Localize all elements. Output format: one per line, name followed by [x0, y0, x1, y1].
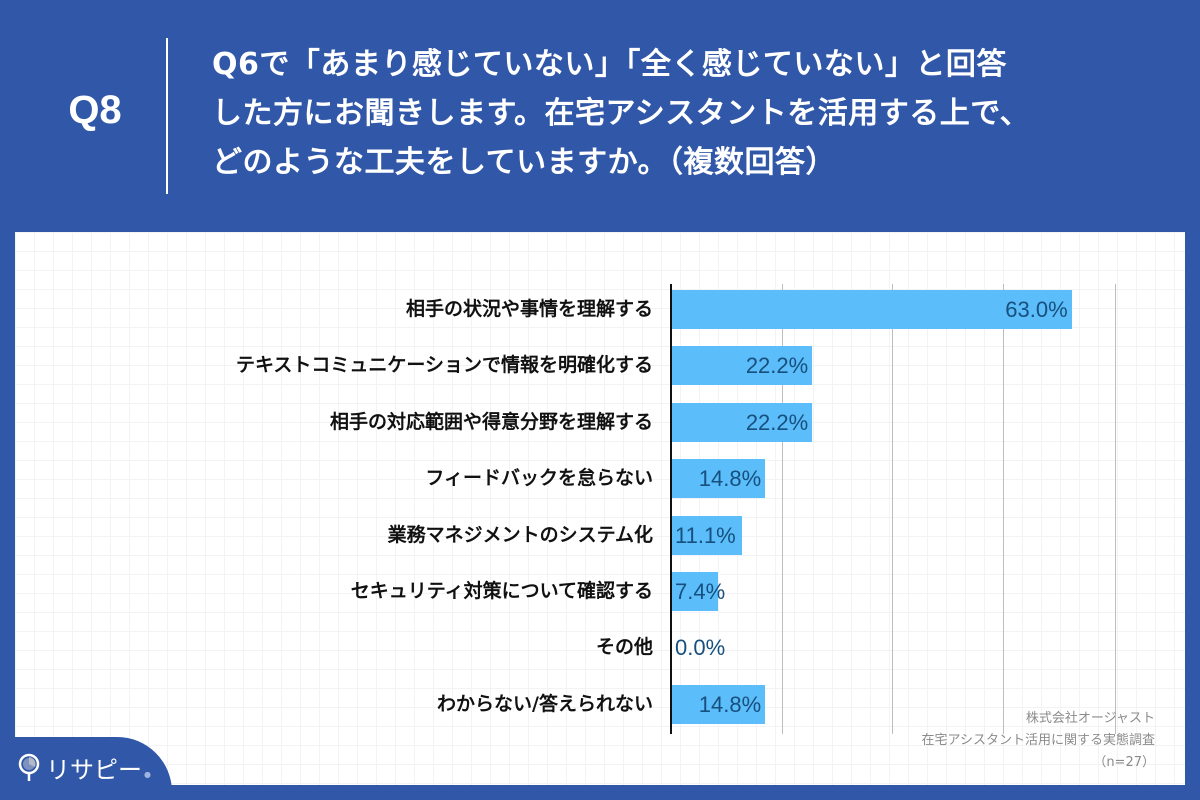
bar	[671, 459, 766, 499]
grid-line	[892, 284, 893, 734]
chart-row: テキストコミュニケーションで情報を明確化する 22.2%	[15, 346, 1185, 386]
value-label: 14.8%	[698, 466, 762, 492]
chart-row: その他 0.0%	[15, 628, 1185, 667]
location-pin-icon	[18, 753, 40, 781]
question-line: Q6で「あまり感じていない」「全く感じていない」と回答	[212, 47, 1007, 82]
chart-row: フィードバックを怠らない 14.8%	[15, 459, 1185, 499]
value-label: 22.2%	[745, 409, 809, 435]
chart-row: わからない/答えられない 14.8%	[15, 684, 1185, 724]
question-line: した方にお聞きします。在宅アシスタントを活用する上で、	[212, 96, 1031, 131]
header: Q8 Q6で「あまり感じていない」「全く感じていない」と回答 した方にお聞きしま…	[0, 0, 1200, 232]
y-axis-line	[670, 284, 672, 734]
category-label: テキストコミュニケーションで情報を明確化する	[235, 354, 653, 377]
grid-line	[1003, 284, 1004, 734]
bar	[671, 290, 1072, 329]
logo-dot: ●	[144, 770, 151, 779]
value-label: 63.0%	[1005, 297, 1068, 322]
source-note: 株式会社オージャスト 在宅アシスタント活用に関する実態調査 （n=27）	[922, 708, 1155, 774]
category-label: わからない/答えられない	[437, 692, 653, 715]
value-label: 22.2%	[745, 353, 809, 379]
chart-card: 相手の状況や事情を理解する 63.0% テキストコミュニケーションで情報を明確化する…	[15, 232, 1185, 785]
category-label: その他	[595, 636, 653, 659]
question-text: Q6で「あまり感じていない」「全く感じていない」と回答 した方にお聞きします。在…	[212, 40, 1172, 187]
grid-line	[1115, 284, 1116, 734]
source-survey: 在宅アシスタント活用に関する実態調査	[921, 733, 1155, 748]
chart-row: 相手の状況や事情を理解する 63.0%	[15, 290, 1185, 329]
bar	[671, 346, 813, 386]
header-divider	[166, 38, 168, 194]
value-label: 14.8%	[698, 691, 762, 717]
category-label: 業務マネジメントのシステム化	[387, 523, 653, 546]
category-label: フィードバックを怠らない	[425, 467, 653, 490]
value-label: 7.4%	[675, 579, 726, 604]
source-sample: （n=27）	[1093, 755, 1155, 770]
category-label: 相手の状況や事情を理解する	[405, 298, 653, 320]
category-label: セキュリティ対策について確認する	[350, 580, 653, 602]
brand-logo: リサピー ●	[18, 750, 151, 785]
value-label: 11.1%	[675, 522, 736, 548]
bar-chart: 相手の状況や事情を理解する 63.0% テキストコミュニケーションで情報を明確化する…	[15, 232, 1185, 785]
question-number: Q8	[68, 88, 122, 132]
bar	[671, 684, 766, 724]
logo-text: リサピー	[46, 756, 142, 784]
chart-row: 相手の対応範囲や得意分野を理解する 22.2%	[15, 402, 1185, 442]
grid-line	[782, 284, 783, 734]
value-label: 0.0%	[675, 635, 726, 661]
bar	[671, 402, 813, 442]
bar	[671, 572, 719, 611]
chart-row: セキュリティ対策について確認する 7.4%	[15, 572, 1185, 611]
question-line: どのような工夫をしていますか。（複数回答）	[212, 145, 836, 180]
source-company: 株式会社オージャスト	[1025, 711, 1155, 726]
chart-row: 業務マネジメントのシステム化 11.1%	[15, 515, 1185, 555]
category-label: 相手の対応範囲や得意分野を理解する	[329, 410, 653, 433]
bar	[671, 515, 742, 555]
